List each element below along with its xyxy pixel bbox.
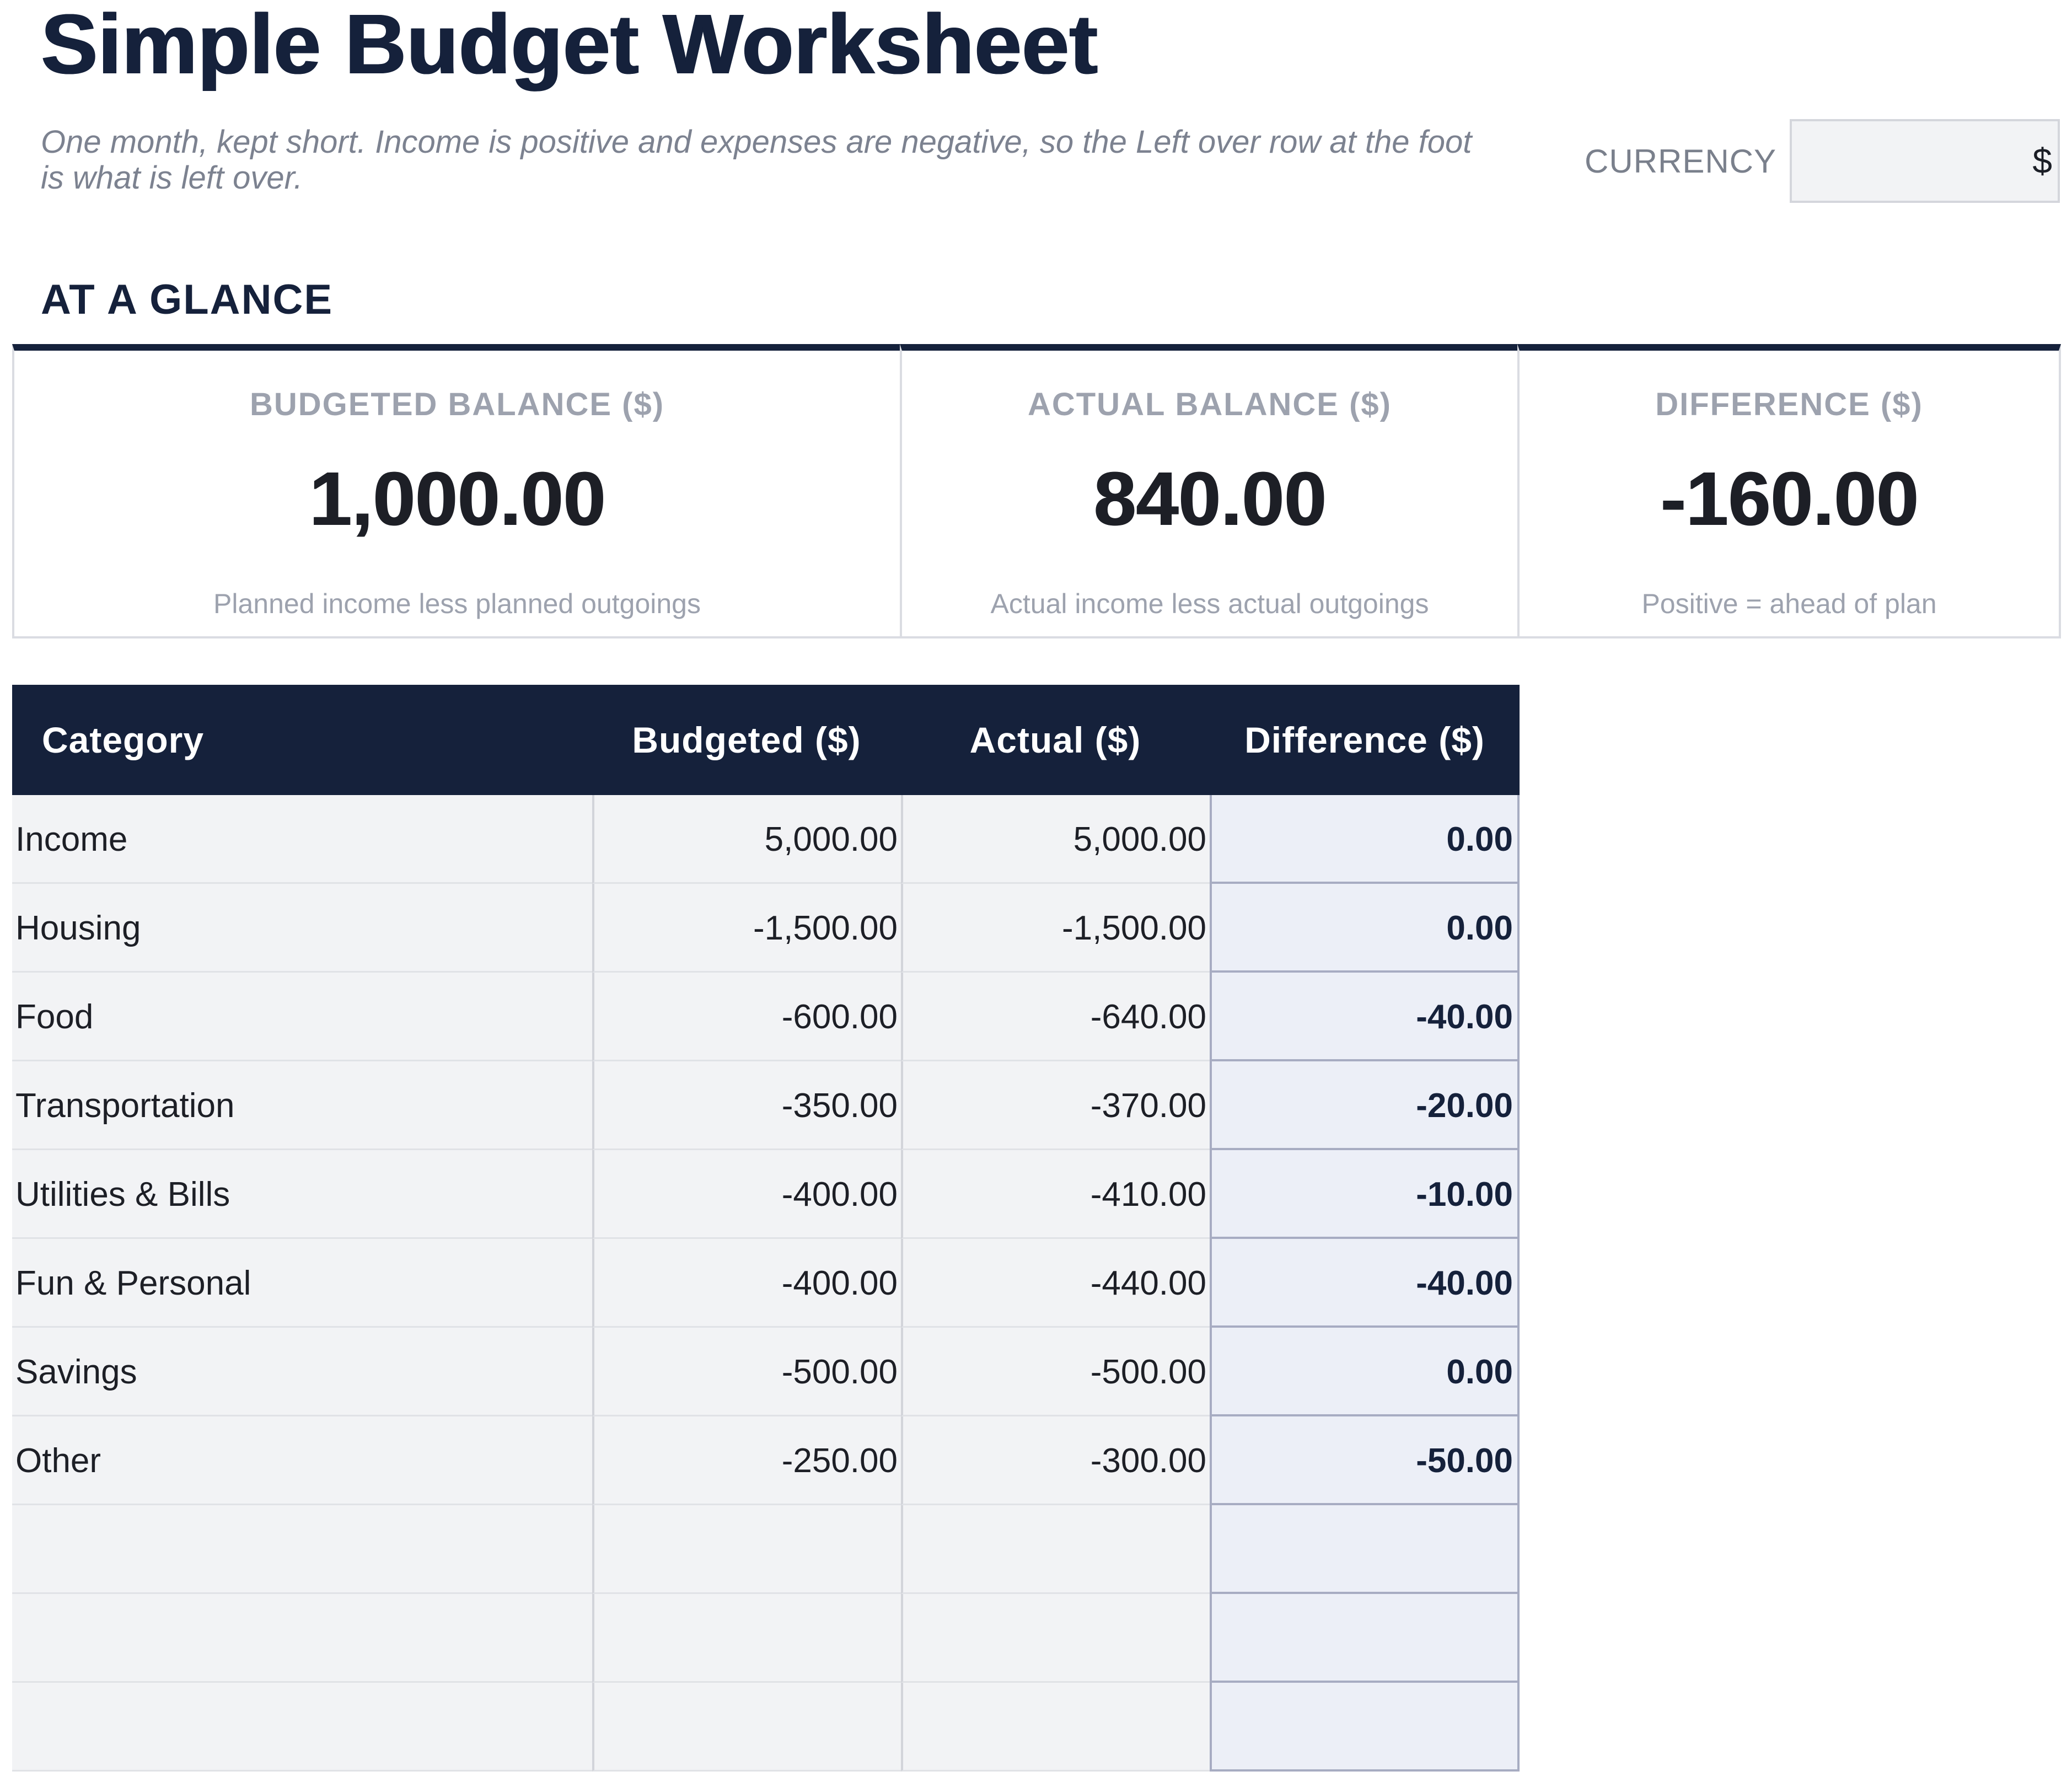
difference-cell — [1210, 1594, 1520, 1683]
table-row: Other -250.00 -300.00 -50.00 — [12, 1416, 1520, 1505]
category-cell[interactable]: Income — [12, 795, 592, 884]
actual-cell[interactable]: -300.00 — [901, 1416, 1210, 1505]
kpi-card-difference: DIFFERENCE ($) -160.00 Positive = ahead … — [1517, 344, 2061, 638]
column-header-actual: Actual ($) — [969, 720, 1141, 760]
difference-cell — [1210, 1505, 1520, 1594]
actual-cell[interactable]: -1,500.00 — [901, 884, 1210, 973]
budgeted-cell[interactable] — [592, 1505, 901, 1594]
table-row — [12, 1505, 1520, 1594]
actual-cell[interactable]: -370.00 — [901, 1061, 1210, 1150]
difference-cell — [1210, 1683, 1520, 1772]
category-cell[interactable]: Fun & Personal — [12, 1239, 592, 1328]
budgeted-cell[interactable] — [592, 1594, 901, 1683]
table-row: Income 5,000.00 5,000.00 0.00 — [12, 795, 1520, 884]
table-row: Housing -1,500.00 -1,500.00 0.00 — [12, 884, 1520, 973]
difference-cell: -40.00 — [1210, 973, 1520, 1061]
difference-cell: 0.00 — [1210, 884, 1520, 973]
actual-cell[interactable]: -500.00 — [901, 1328, 1210, 1416]
kpi-card-actual-balance: ACTUAL BALANCE ($) 840.00 Actual income … — [900, 344, 1520, 638]
category-cell[interactable] — [12, 1594, 592, 1683]
category-cell[interactable] — [12, 1505, 592, 1594]
column-header-difference: Difference ($) — [1244, 720, 1485, 760]
actual-cell[interactable] — [901, 1505, 1210, 1594]
table-row — [12, 1594, 1520, 1683]
page-title: Simple Budget Worksheet — [41, 0, 1098, 92]
table-row: Transportation -350.00 -370.00 -20.00 — [12, 1061, 1520, 1150]
currency-label: CURRENCY — [1585, 143, 1777, 180]
budgeted-cell[interactable]: -500.00 — [592, 1328, 901, 1416]
kpi-note: Planned income less planned outgoings — [213, 588, 701, 619]
budgeted-cell[interactable]: -250.00 — [592, 1416, 901, 1505]
budgeted-cell[interactable]: -600.00 — [592, 973, 901, 1061]
kpi-note: Positive = ahead of plan — [1641, 588, 1937, 619]
kpi-label: DIFFERENCE ($) — [1655, 387, 1923, 422]
kpi-value: 840.00 — [1093, 457, 1327, 541]
table-row: Savings -500.00 -500.00 0.00 — [12, 1328, 1520, 1416]
table-row — [12, 1683, 1520, 1772]
kpi-label: ACTUAL BALANCE ($) — [1027, 387, 1392, 422]
actual-cell[interactable] — [901, 1683, 1210, 1772]
actual-cell[interactable]: -410.00 — [901, 1150, 1210, 1239]
actual-cell[interactable] — [901, 1594, 1210, 1683]
kpi-note: Actual income less actual outgoings — [990, 588, 1429, 619]
kpi-value: 1,000.00 — [309, 457, 605, 541]
difference-cell: 0.00 — [1210, 795, 1520, 884]
budgeted-cell[interactable]: -350.00 — [592, 1061, 901, 1150]
difference-cell: 0.00 — [1210, 1328, 1520, 1416]
category-cell[interactable]: Food — [12, 973, 592, 1061]
kpi-value: -160.00 — [1660, 457, 1919, 541]
column-header-category: Category — [42, 720, 205, 760]
budgeted-cell[interactable]: -1,500.00 — [592, 884, 901, 973]
difference-cell: -40.00 — [1210, 1239, 1520, 1328]
kpi-label: BUDGETED BALANCE ($) — [249, 387, 665, 422]
actual-cell[interactable]: -440.00 — [901, 1239, 1210, 1328]
category-cell[interactable]: Other — [12, 1416, 592, 1505]
difference-cell: -50.00 — [1210, 1416, 1520, 1505]
budgeted-cell[interactable]: 5,000.00 — [592, 795, 901, 884]
category-cell[interactable]: Savings — [12, 1328, 592, 1416]
column-header-budgeted: Budgeted ($) — [632, 720, 861, 760]
kpi-card-budgeted-balance: BUDGETED BALANCE ($) 1,000.00 Planned in… — [12, 344, 902, 638]
difference-cell: -10.00 — [1210, 1150, 1520, 1239]
budgeted-cell[interactable] — [592, 1683, 901, 1772]
difference-cell: -20.00 — [1210, 1061, 1520, 1150]
budgeted-cell[interactable]: -400.00 — [592, 1239, 901, 1328]
category-cell[interactable]: Transportation — [12, 1061, 592, 1150]
category-cell[interactable]: Utilities & Bills — [12, 1150, 592, 1239]
category-cell[interactable]: Housing — [12, 884, 592, 973]
table-row: Fun & Personal -400.00 -440.00 -40.00 — [12, 1239, 1520, 1328]
table-row: Food -600.00 -640.00 -40.00 — [12, 973, 1520, 1061]
section-title-at-a-glance: AT A GLANCE — [41, 276, 334, 323]
actual-cell[interactable]: -640.00 — [901, 973, 1210, 1061]
budgeted-cell[interactable]: -400.00 — [592, 1150, 901, 1239]
page-subtitle: One month, kept short. Income is positiv… — [41, 124, 1472, 196]
category-cell[interactable] — [12, 1683, 592, 1772]
actual-cell[interactable]: 5,000.00 — [901, 795, 1210, 884]
currency-input[interactable]: $ — [1790, 119, 2060, 203]
table-header: Category Budgeted ($) Actual ($) Differe… — [12, 685, 1520, 795]
table-row: Utilities & Bills -400.00 -410.00 -10.00 — [12, 1150, 1520, 1239]
